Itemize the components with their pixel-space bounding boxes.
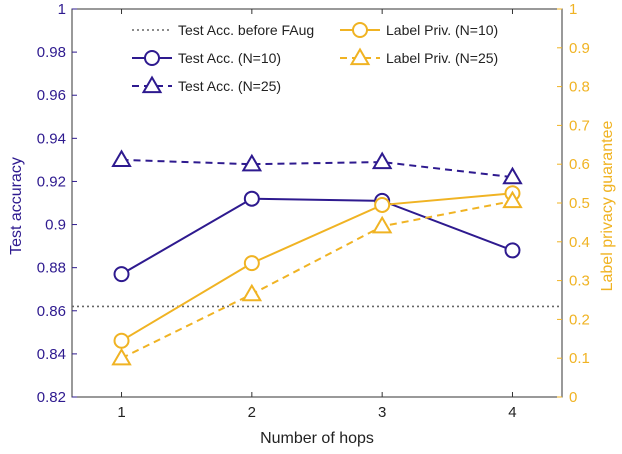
legend-label: Test Acc. (N=25) bbox=[178, 78, 281, 94]
legend-item: Test Acc. (N=10) bbox=[132, 50, 281, 66]
y-right-tick-label: 0.1 bbox=[569, 350, 590, 367]
y-left-tick-label: 0.96 bbox=[37, 87, 66, 104]
plot-area bbox=[71, 8, 563, 398]
triangle-marker bbox=[141, 75, 163, 94]
y-left-tick-label: 0.86 bbox=[37, 303, 66, 320]
y-right-tick-label: 0.9 bbox=[569, 40, 590, 57]
circle-marker bbox=[243, 255, 260, 272]
series-test-acc-n-10 bbox=[113, 190, 521, 283]
circle-marker bbox=[243, 190, 260, 207]
circle-marker bbox=[144, 50, 160, 66]
series-layer bbox=[72, 149, 562, 366]
y-right-tick-label: 0.2 bbox=[569, 311, 590, 328]
x-tick-label: 2 bbox=[248, 404, 256, 421]
y-right-tick-label: 0.4 bbox=[569, 234, 590, 251]
y-right-tick-label: 0.5 bbox=[569, 195, 590, 212]
x-tick-label: 4 bbox=[508, 404, 516, 421]
series-line bbox=[121, 192, 513, 342]
triangle-marker bbox=[502, 166, 523, 185]
legend-item: Label Priv. (N=25) bbox=[340, 47, 498, 66]
y-right-tick-label: 0.6 bbox=[569, 156, 590, 173]
y-axis-right: 0 0.1 0.2 0.3 0.4 0.5 0.6 0.7 0.8 0.9 1 bbox=[557, 1, 590, 406]
series-line bbox=[121, 197, 513, 275]
y-right-tick-label: 0.3 bbox=[569, 273, 590, 290]
legend-label: Test Acc. before FAug bbox=[178, 22, 314, 38]
legend-item: Test Acc. before FAug bbox=[132, 22, 314, 38]
triangle-marker bbox=[502, 190, 523, 209]
triangle-marker bbox=[111, 149, 132, 168]
series-line bbox=[121, 158, 513, 179]
triangle-marker bbox=[371, 215, 393, 234]
y-left-tick-label: 0.98 bbox=[37, 44, 66, 61]
y-left-tick-label: 0.82 bbox=[37, 389, 66, 406]
circle-marker bbox=[374, 196, 391, 213]
y-left-tick-label: 0.9 bbox=[45, 217, 66, 234]
legend-label: Test Acc. (N=10) bbox=[178, 50, 281, 66]
y-axis-left-label: Test accuracy bbox=[8, 157, 25, 255]
circle-marker bbox=[504, 242, 521, 259]
y-left-tick-label: 1 bbox=[58, 1, 66, 18]
y-right-tick-label: 0 bbox=[569, 389, 577, 406]
triangle-marker bbox=[241, 283, 263, 302]
circle-marker bbox=[113, 332, 130, 349]
circle-marker bbox=[352, 22, 368, 38]
triangle-marker bbox=[349, 47, 371, 66]
triangle-marker bbox=[111, 347, 132, 366]
y-left-tick-label: 0.94 bbox=[37, 130, 66, 147]
series-line bbox=[121, 200, 513, 360]
series-label-priv-n-10 bbox=[113, 185, 521, 349]
x-tick-label: 1 bbox=[117, 404, 125, 421]
circle-marker bbox=[113, 266, 130, 283]
legend-item: Label Priv. (N=10) bbox=[340, 22, 498, 38]
series-test-acc-n-25 bbox=[111, 149, 523, 185]
legend-label: Label Priv. (N=10) bbox=[386, 22, 498, 38]
y-right-tick-label: 1 bbox=[569, 1, 577, 18]
triangle-marker bbox=[371, 151, 393, 170]
x-tick-label: 3 bbox=[378, 404, 386, 421]
legend-item: Test Acc. (N=25) bbox=[132, 75, 281, 94]
y-left-tick-label: 0.88 bbox=[37, 260, 66, 277]
plot-frame bbox=[71, 8, 563, 398]
y-left-tick-label: 0.84 bbox=[37, 346, 66, 363]
y-left-tick-label: 0.92 bbox=[37, 173, 66, 190]
legend: Test Acc. before FAug Test Acc. (N=10) Tes… bbox=[132, 22, 498, 94]
y-right-tick-label: 0.8 bbox=[569, 79, 590, 96]
triangle-marker bbox=[241, 153, 263, 172]
y-axis-right-label: Label privacy guarantee bbox=[599, 121, 616, 292]
x-axis: 1 2 3 4 bbox=[117, 9, 517, 421]
series-label-priv-n-25 bbox=[111, 190, 523, 366]
legend-label: Label Priv. (N=25) bbox=[386, 50, 498, 66]
y-axis-left: 0.82 0.84 0.86 0.88 0.9 0.92 0.94 0.96 0.98 1 bbox=[37, 1, 77, 406]
y-right-tick-label: 0.7 bbox=[569, 117, 590, 134]
x-axis-label: Number of hops bbox=[260, 430, 374, 447]
